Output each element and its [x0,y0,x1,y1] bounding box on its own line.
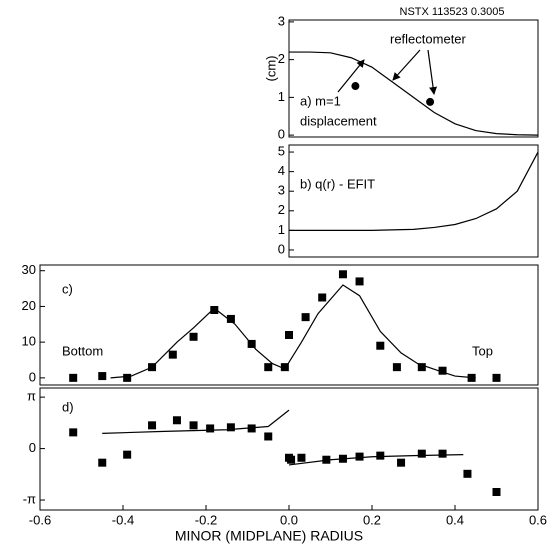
y-axis-label: (cm) [263,56,278,82]
data-point [210,306,219,314]
data-point [285,331,293,339]
data-point [287,455,296,464]
data-point [301,313,310,322]
data-point [168,350,177,359]
data-point [189,421,198,430]
plot-frame [39,387,539,511]
y-tick-label: 0 [29,440,36,455]
data-point [438,366,447,375]
data-point [338,454,347,463]
data-point [318,293,327,302]
y-tick-label: -π [23,491,36,506]
data-point [467,373,476,382]
data-point [417,449,426,458]
y-tick-label: 5 [278,143,285,158]
y-tick-label: 0 [278,241,285,256]
data-point [69,428,78,437]
data-point [392,363,401,372]
data-point [280,363,289,372]
annotation: d) [62,399,74,414]
data-point [247,339,256,348]
data-point [297,453,306,462]
data-line [289,151,539,231]
data-point [247,424,256,433]
data-point [172,416,181,425]
x-tick-label: -0.2 [195,512,217,527]
annotation: NSTX 113523 0.3005 [400,6,505,18]
data-point [426,97,435,106]
data-point [148,363,157,372]
y-tick-label: 1 [278,222,285,237]
plot-frame [288,144,539,258]
y-tick-label: 3 [278,13,285,28]
y-tick-label: π [27,389,36,404]
annotation: c) [62,281,73,296]
y-tick-label: 10 [22,334,36,349]
y-tick-label: 20 [22,298,36,313]
data-point [226,423,235,432]
annotation: b) q(r) - EFIT [300,176,375,191]
y-tick-label: 2 [278,51,285,66]
data-point [397,458,406,467]
x-tick-label: 0.4 [446,512,464,527]
y-tick-label: 30 [22,262,36,277]
data-point [355,277,364,286]
y-tick-label: 3 [278,183,285,198]
data-point [463,469,472,478]
data-point [492,487,501,496]
annotation: Bottom [62,343,103,358]
data-point [206,424,215,433]
y-tick-label: 0 [278,127,285,142]
data-point [351,82,360,91]
data-point [492,373,501,382]
data-point [376,451,385,460]
data-point [189,332,198,341]
data-point [98,458,107,467]
data-point [355,452,364,461]
x-tick-label: 0.6 [529,512,547,527]
data-point [123,450,132,459]
y-tick-label: 0 [29,369,36,384]
annotation: reflectometer [390,31,467,46]
data-point [98,372,107,381]
y-tick-label: 2 [278,202,285,217]
data-line [110,284,476,379]
data-point [322,455,331,464]
data-point [438,449,447,458]
data-point [226,314,235,323]
data-point [264,432,273,441]
data-point [264,363,273,372]
plot-frame [288,19,539,138]
data-line [289,51,539,136]
pointer-arrow [392,49,421,81]
pointer-arrow [427,49,438,95]
x-axis-label: MINOR (MIDPLANE) RADIUS [175,528,363,544]
annotation: displacement [300,113,377,128]
annotation: a) m=1 [300,93,341,108]
data-point [148,421,157,430]
data-point [123,373,132,382]
data-point [338,270,347,279]
x-tick-label: -0.4 [112,512,134,527]
data-point [376,341,385,350]
data-point [417,363,426,372]
pointer-arrow [337,59,365,93]
annotation: Top [472,343,493,358]
plot-frame [39,264,539,386]
y-tick-label: 1 [278,89,285,104]
y-tick-label: 4 [278,163,285,178]
x-tick-label: -0.6 [29,512,51,527]
x-tick-label: 0.0 [280,512,298,527]
data-line [102,409,464,466]
data-point [69,373,78,382]
x-tick-label: 0.2 [363,512,381,527]
